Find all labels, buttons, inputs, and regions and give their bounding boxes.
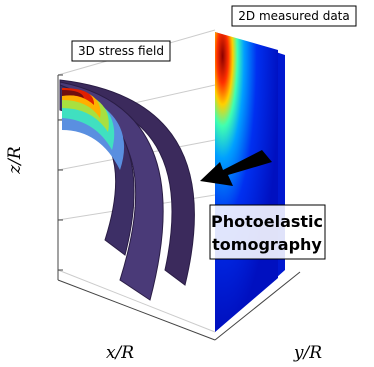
stress-label: 3D stress field [78,44,164,58]
axis-ticks [57,74,301,341]
method-label: tomography [212,235,322,254]
y-axis-label: y/R [293,343,322,363]
label-box [231,5,357,27]
method-box [209,204,326,260]
measured-label: 2D measured data [238,9,350,23]
stress-shells [59,79,195,301]
method-label: Photoelastic [211,212,323,231]
label-box [71,40,171,62]
z-axis-label: z/R [5,146,25,175]
x-axis-label: x/R [106,343,134,363]
arrow [200,150,272,186]
